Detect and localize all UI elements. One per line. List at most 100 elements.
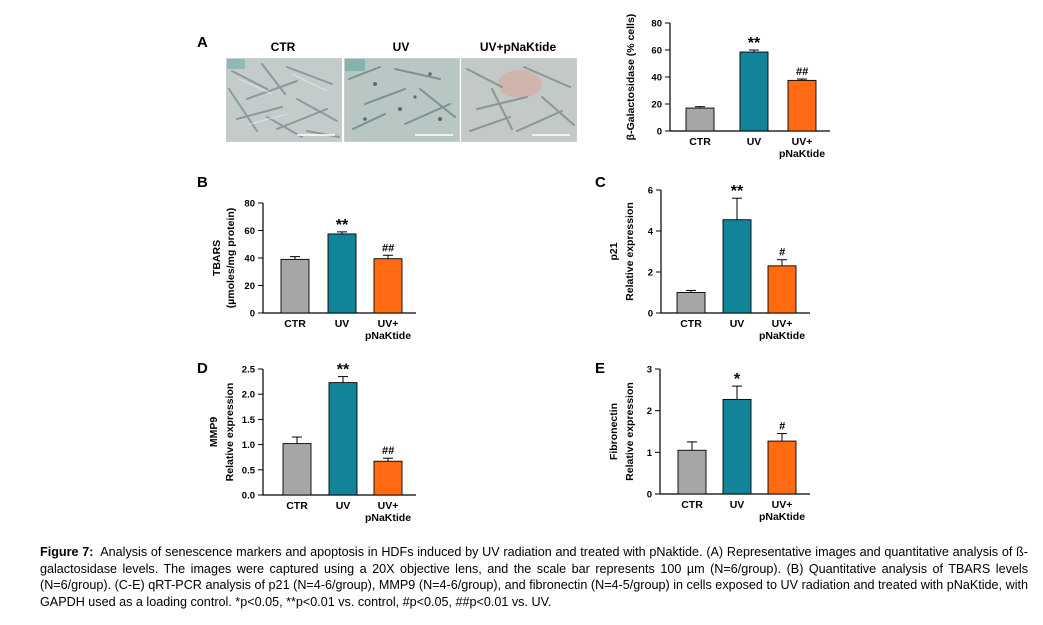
panel-letter-a: A <box>197 34 208 51</box>
figure-caption: Figure 7: Analysis of senescence markers… <box>40 544 1028 610</box>
image-label-ctr: CTR <box>270 40 296 54</box>
bar-uv-pnaktide <box>767 265 797 314</box>
significance-mark: ** <box>731 183 744 200</box>
caption-label: Figure 7: <box>40 545 94 559</box>
y-tick-label: 40 <box>651 73 662 84</box>
micrograph-uv-art <box>345 59 459 141</box>
bar-ctr <box>677 449 707 495</box>
x-category-label: UV+ <box>378 500 399 512</box>
y-tick-label: 60 <box>651 46 662 57</box>
x-category-label: UV+ <box>772 318 793 330</box>
significance-mark: ## <box>796 66 809 78</box>
significance-mark: # <box>779 247 786 259</box>
micrograph-uv-pnaktide <box>461 58 577 142</box>
y-tick-label: 0.0 <box>242 491 255 502</box>
significance-mark: ** <box>337 362 350 379</box>
x-category-label: pNaKtide <box>759 511 805 523</box>
y-tick-label: 0 <box>250 309 255 320</box>
y-tick-label: 4 <box>648 227 654 238</box>
x-category-label: UV <box>336 500 351 512</box>
micrograph-ctr-art <box>227 59 341 141</box>
bar-uv-pnaktide <box>787 79 817 132</box>
y-tick-label: 0.5 <box>242 465 256 476</box>
micrograph-uv <box>344 58 460 142</box>
x-category-label: UV <box>730 499 745 511</box>
x-category-label: UV+ <box>772 499 793 511</box>
x-category-label: CTR <box>284 318 306 330</box>
image-label-uv-pnaktide: UV+pNaKtide <box>479 40 557 54</box>
y-tick-label: 2 <box>647 406 652 417</box>
bar-uv-pnaktide <box>373 460 403 496</box>
bar-uv-pnaktide <box>373 258 403 314</box>
panel-letter-d: D <box>197 360 208 377</box>
panel-letter-e: E <box>595 360 606 377</box>
y-axis-label: p21 <box>608 242 620 260</box>
significance-mark: # <box>779 421 786 433</box>
x-category-label: pNaKtide <box>779 148 825 160</box>
bar-ctr <box>282 443 312 496</box>
x-category-label: UV <box>747 136 762 148</box>
bar-uv-pnaktide <box>767 440 797 495</box>
x-category-label: CTR <box>286 500 308 512</box>
bar-ctr <box>280 258 310 314</box>
y-tick-label: 20 <box>244 281 255 292</box>
x-category-label: CTR <box>681 499 703 511</box>
y-tick-label: 40 <box>244 254 255 265</box>
y-tick-label: 3 <box>647 365 652 376</box>
bar-uv <box>327 233 357 314</box>
caption-text: Analysis of senescence markers and apopt… <box>40 545 1028 609</box>
bar-uv <box>328 382 358 496</box>
bar-ctr <box>685 107 715 132</box>
chart-fibronectin: 0 1 2 3 Fibronectin Relative expression CTR * UV… <box>608 365 810 523</box>
y-tick-label: 20 <box>651 100 662 111</box>
significance-mark: ## <box>382 242 395 254</box>
chart-tbars: 0 20 40 60 80 TBARS (µmoles/mg protein) CTR ** UV… <box>211 199 416 342</box>
significance-mark: ** <box>336 217 349 234</box>
significance-mark: ** <box>748 35 761 52</box>
y-tick-label: 1 <box>647 448 653 459</box>
y-axis-label: Relative expression <box>624 382 636 481</box>
bar-uv <box>722 398 752 495</box>
micrograph-ctr <box>226 58 342 142</box>
x-category-label: pNaKtide <box>365 512 411 524</box>
y-tick-label: 80 <box>651 19 662 30</box>
x-category-label: pNaKtide <box>759 330 805 342</box>
bar-uv <box>722 219 752 314</box>
x-category-label: CTR <box>680 318 702 330</box>
y-axis-label: β-Galactosidase (% cells) <box>625 14 637 141</box>
x-category-label: CTR <box>689 136 711 148</box>
panel-letter-c: C <box>595 174 606 191</box>
y-tick-label: 1.5 <box>242 415 256 426</box>
chart-p21: 0 2 4 6 p21 Relative expression CTR ** UV # UV+pNa… <box>608 183 810 342</box>
y-tick-label: 2.5 <box>242 365 256 376</box>
significance-mark: ## <box>382 445 395 457</box>
y-tick-label: 0 <box>648 309 653 320</box>
y-tick-label: 6 <box>648 186 653 197</box>
y-axis-label: Relative expression <box>224 383 236 482</box>
y-axis-label: (µmoles/mg protein) <box>225 208 237 309</box>
x-category-label: UV <box>730 318 745 330</box>
chart-beta-gal: 0 20 40 60 80 β-Galactosidase (% cells) CTR ** U… <box>625 14 830 160</box>
y-axis-label: Relative expression <box>624 202 636 301</box>
image-label-uv: UV <box>392 40 410 54</box>
y-tick-label: 60 <box>244 226 255 237</box>
micrograph-uv-pnaktide-art <box>462 59 576 141</box>
x-category-label: pNaKtide <box>365 330 411 342</box>
y-axis-label: Fibronectin <box>608 403 620 460</box>
y-tick-label: 0 <box>657 127 662 138</box>
significance-mark: * <box>734 371 741 388</box>
y-axis-label: TBARS <box>211 240 223 276</box>
y-tick-label: 80 <box>244 199 255 210</box>
y-tick-label: 0 <box>647 490 652 501</box>
chart-mmp9: 0.0 0.5 1.0 1.5 2.0 2.5 MMP9 Relative expressio… <box>208 362 416 524</box>
y-axis-label: MMP9 <box>208 417 220 447</box>
x-category-label: UV+ <box>792 136 813 148</box>
bar-uv <box>739 51 769 132</box>
y-tick-label: 1.0 <box>242 440 255 451</box>
y-tick-label: 2.0 <box>242 390 255 401</box>
y-tick-label: 2 <box>648 268 653 279</box>
bar-ctr <box>676 292 706 314</box>
panel-letter-b: B <box>197 174 208 191</box>
x-category-label: UV+ <box>378 318 399 330</box>
